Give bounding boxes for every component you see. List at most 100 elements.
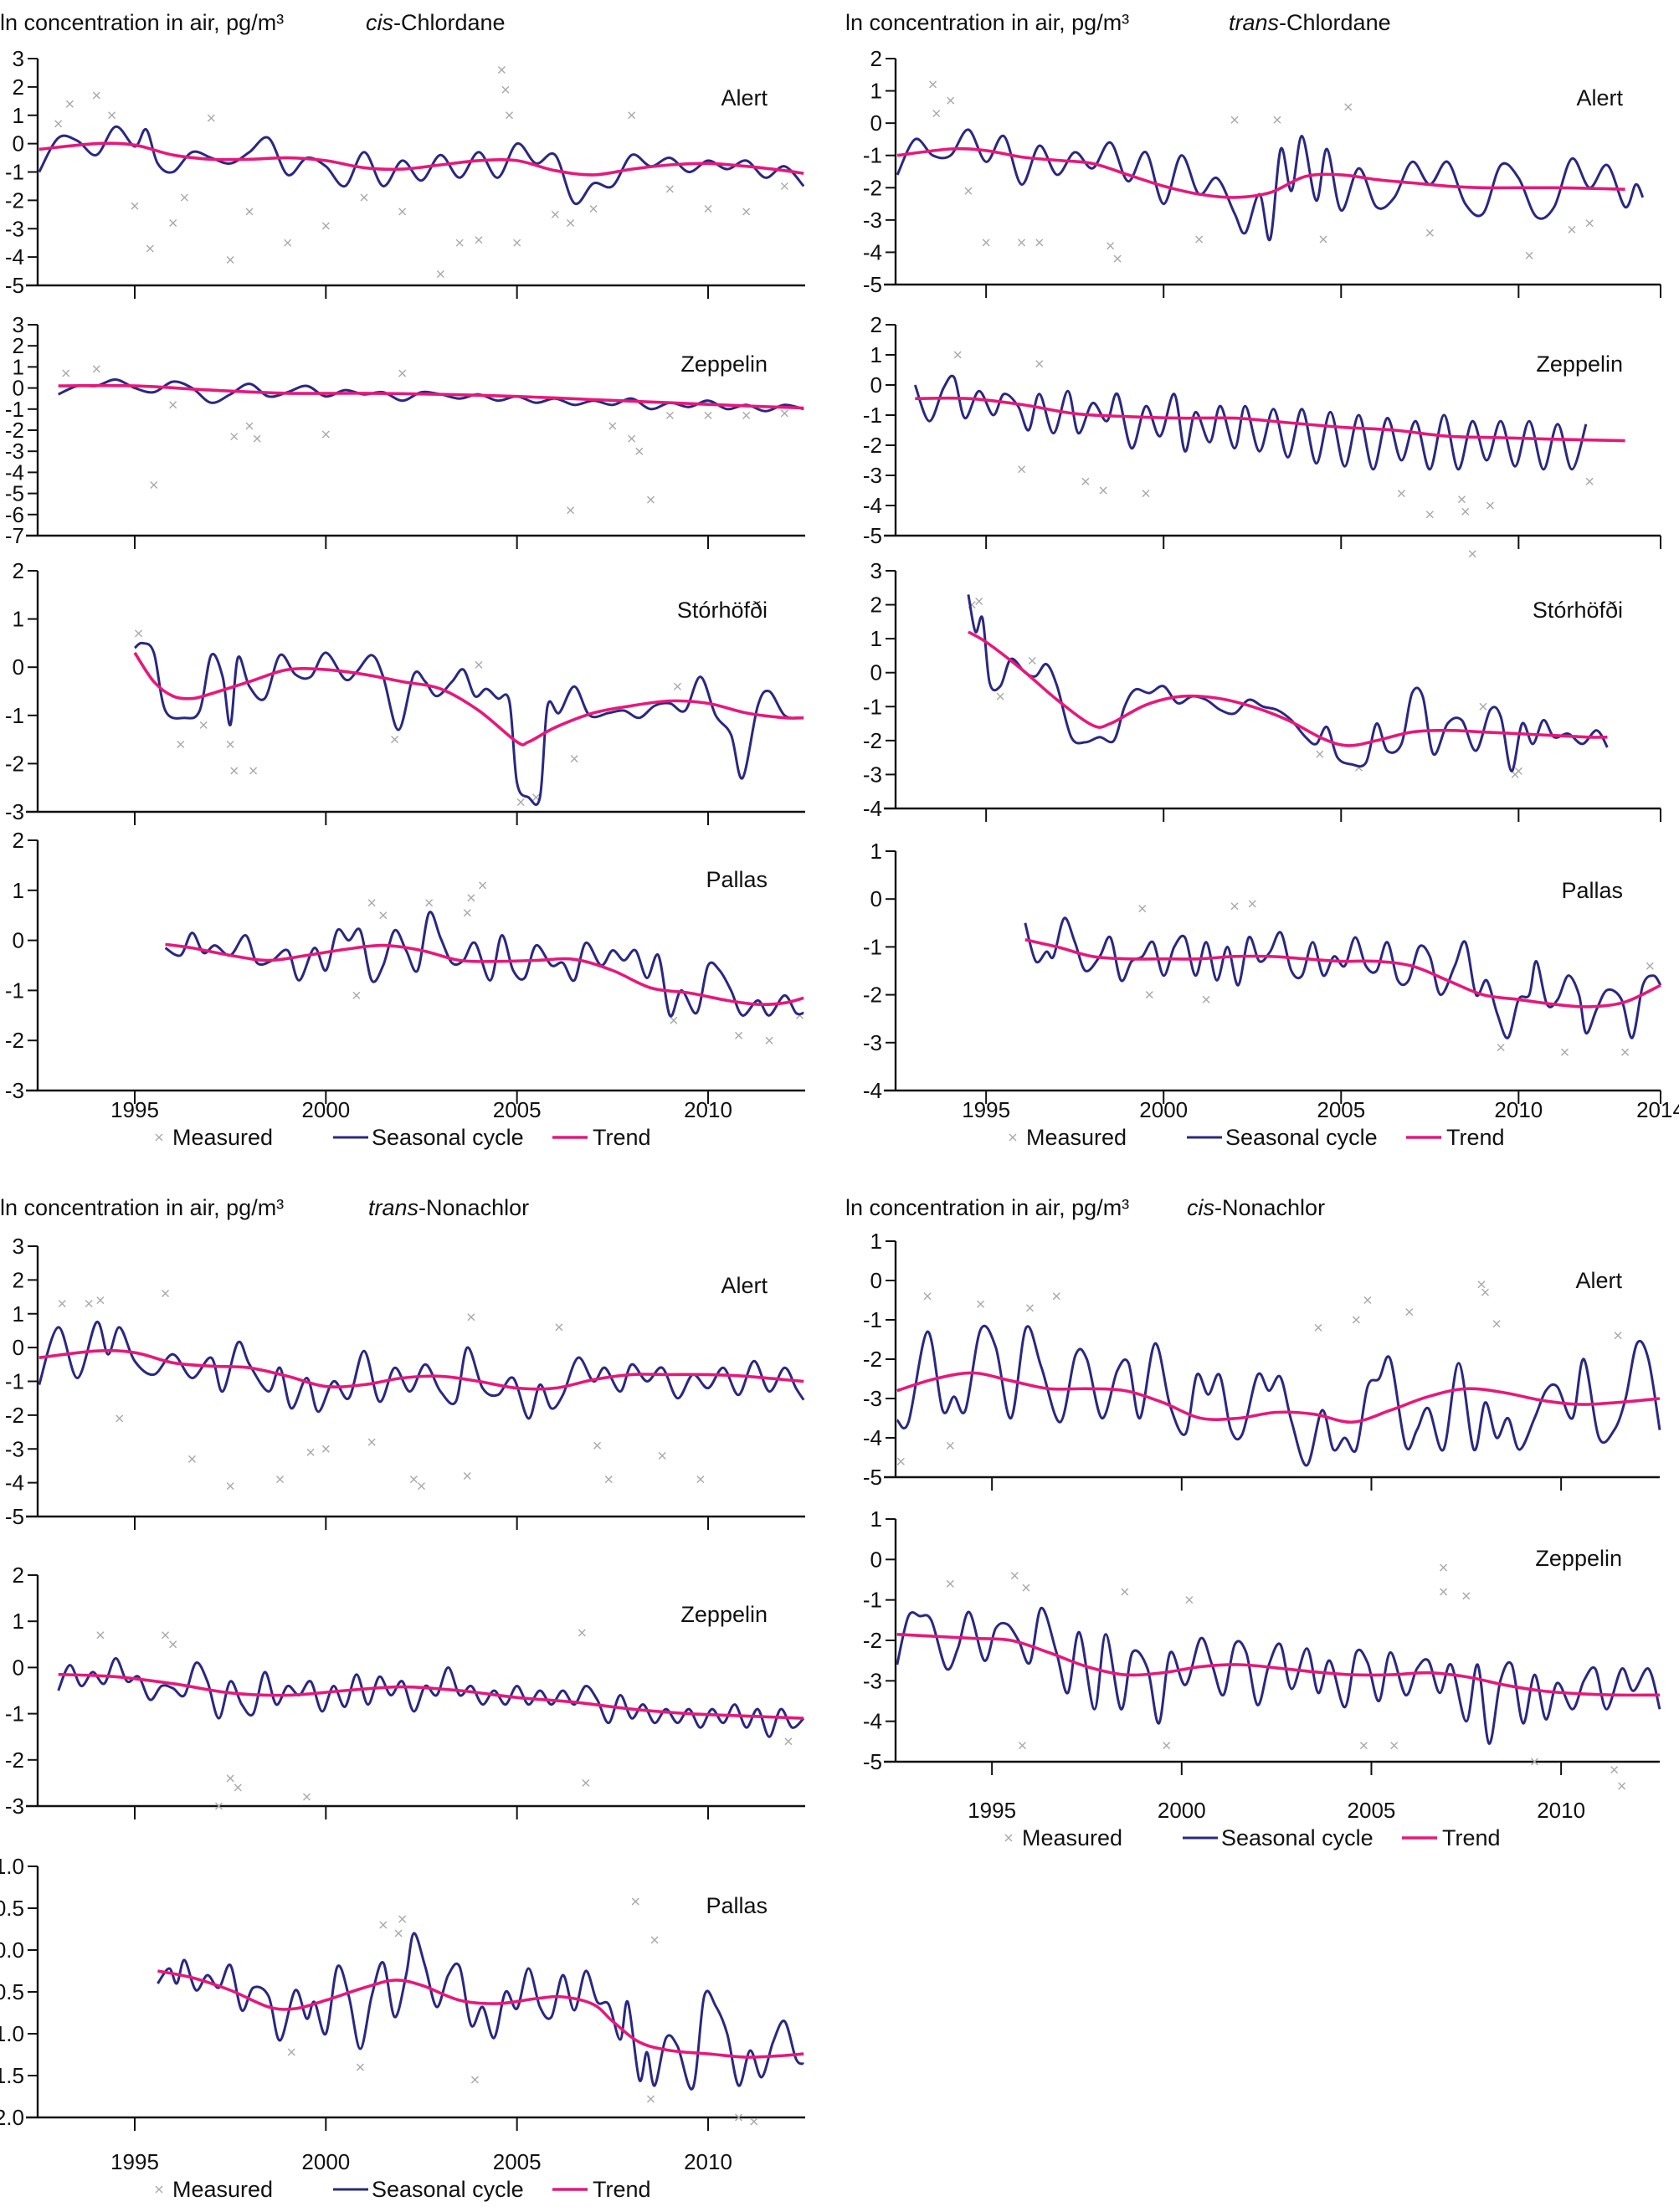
measured-point [780, 182, 788, 190]
seasonal-cycle-line [967, 594, 1609, 772]
y-tick-label: -2 [5, 1028, 24, 1053]
measured-point [92, 365, 100, 373]
seasonal-cycle-line [134, 641, 800, 807]
x-tick-label: 1995 [110, 1097, 159, 1122]
y-tick-label: -1 [5, 978, 24, 1003]
measured-point [1492, 1320, 1501, 1328]
measured-point [1618, 1782, 1626, 1790]
legend-trend-label: Trend [593, 1125, 651, 1150]
measured-point [608, 422, 617, 430]
legend: Measured Seasonal cycle Trend [1004, 1825, 1501, 1850]
panel-zeppelin: 1 0 -1 -2 -3 -4 -5 Zeppelin 1995 2000 2005 2010 [863, 1506, 1661, 1823]
measured-point [647, 495, 655, 504]
y-tick-label: -2 [863, 728, 882, 753]
trend-line [967, 630, 1608, 747]
y-tick-label: 2 [13, 333, 24, 358]
measured-point [1390, 1742, 1399, 1750]
measured-point [506, 111, 514, 120]
station-label: Pallas [706, 867, 768, 892]
measured-point [1425, 228, 1434, 237]
seasonal-cycle-line [896, 128, 1645, 242]
y-tick-label: -4 [863, 1425, 882, 1450]
measured-point [1477, 1280, 1486, 1289]
y-tick-label: 2 [13, 74, 24, 100]
y-tick-label: 2 [870, 312, 882, 337]
y-tick-label: 1 [13, 1301, 24, 1327]
y-tick-label: -1 [863, 403, 882, 428]
measured-point [1462, 1592, 1471, 1600]
ylabel-trans-chlordane: ln concentration in air, pg/m³ [845, 10, 1129, 35]
measured-point [780, 409, 788, 418]
measured-point [207, 114, 215, 122]
measured-point [65, 100, 74, 108]
panel-alert: 1 0 -1 -2 -3 -4 -5 Alert [863, 1229, 1661, 1491]
y-tick-label: -3 [863, 208, 882, 233]
legend: Measured Seasonal cycle Trend [155, 2177, 651, 2202]
panel-strhfi: 3 2 1 0 -1 -2 -3 -4 Stórhöfði [863, 550, 1661, 822]
y-tick-label: 0 [13, 1655, 24, 1680]
legend: Measured Seasonal cycle Trend [155, 1125, 651, 1150]
measured-point [1530, 1758, 1538, 1766]
measured-point [932, 110, 941, 118]
measured-point [425, 899, 434, 907]
measured-point [742, 411, 751, 419]
y-tick-label: 3 [870, 558, 882, 583]
station-label: Alert [721, 1273, 768, 1298]
y-tick-label: -2 [5, 418, 24, 443]
measured-point [226, 1774, 234, 1783]
chart-cis-nonachlor: ln concentration in air, pg/m³ cis-Nonac… [845, 1195, 1661, 1850]
y-tick-label: -3 [5, 1436, 24, 1461]
y-tick-label: -3 [863, 1030, 882, 1055]
measured-point [1497, 1044, 1505, 1052]
compound-title-trans-chlordane: trans-Chlordane [1229, 10, 1391, 35]
measured-point [226, 740, 234, 748]
measured-point [1468, 550, 1476, 558]
panel-zeppelin: 2 1 0 -1 -2 -3 Zeppelin [5, 1563, 805, 1819]
measured-point [735, 2113, 743, 2122]
y-tick-label: 1 [870, 342, 882, 367]
y-tick-label: -3 [5, 1794, 24, 1819]
legend-measured-marker [1009, 1133, 1017, 1142]
y-tick-label: 2 [13, 1267, 24, 1292]
measured-point [1352, 1316, 1360, 1324]
measured-point [394, 1929, 403, 1937]
measured-point [1316, 750, 1324, 758]
y-tick-label: -4 [863, 1709, 882, 1734]
y-tick-label: -3 [5, 439, 24, 464]
seasonal-cycle-line [1024, 916, 1662, 1039]
measured-point [479, 881, 487, 890]
measured-point [1560, 1048, 1569, 1056]
measured-point [704, 411, 712, 419]
measured-point [784, 1737, 793, 1746]
measured-point [1405, 1308, 1414, 1316]
measured-point [516, 798, 525, 806]
measured-point [356, 2063, 364, 2071]
measured-point [513, 239, 521, 247]
compound-prefix: trans [1229, 10, 1279, 35]
measured-point [647, 2095, 655, 2103]
y-tick-label: -1 [5, 1701, 24, 1727]
measured-point [180, 193, 188, 202]
y-tick-label: -1 [863, 143, 882, 168]
measured-point [977, 1300, 985, 1308]
measured-point [929, 80, 937, 89]
x-tick-label: 2010 [684, 2149, 732, 2174]
legend-measured-label: Measured [172, 2177, 273, 2202]
compound-title-trans-nonachlor: trans-Nonachlor [368, 1195, 529, 1220]
y-tick-label: -1 [863, 1307, 882, 1332]
measured-point [1142, 490, 1150, 498]
trend-line [58, 1672, 804, 1720]
measured-point [188, 1455, 196, 1463]
y-tick-label: 1 [13, 878, 24, 903]
measured-point [1106, 242, 1115, 250]
measured-point [1314, 1323, 1322, 1332]
y-tick-label: 1.0 [0, 1854, 24, 1879]
measured-point [1525, 251, 1533, 259]
y-tick-label: -3 [863, 1668, 882, 1693]
measured-point [1113, 254, 1122, 263]
measured-point [946, 1441, 954, 1450]
compound-suffix: -Chlordane [393, 10, 506, 35]
y-tick-label: -5 [863, 523, 882, 548]
measured-point [177, 740, 185, 748]
y-tick-label: -3 [863, 762, 882, 787]
